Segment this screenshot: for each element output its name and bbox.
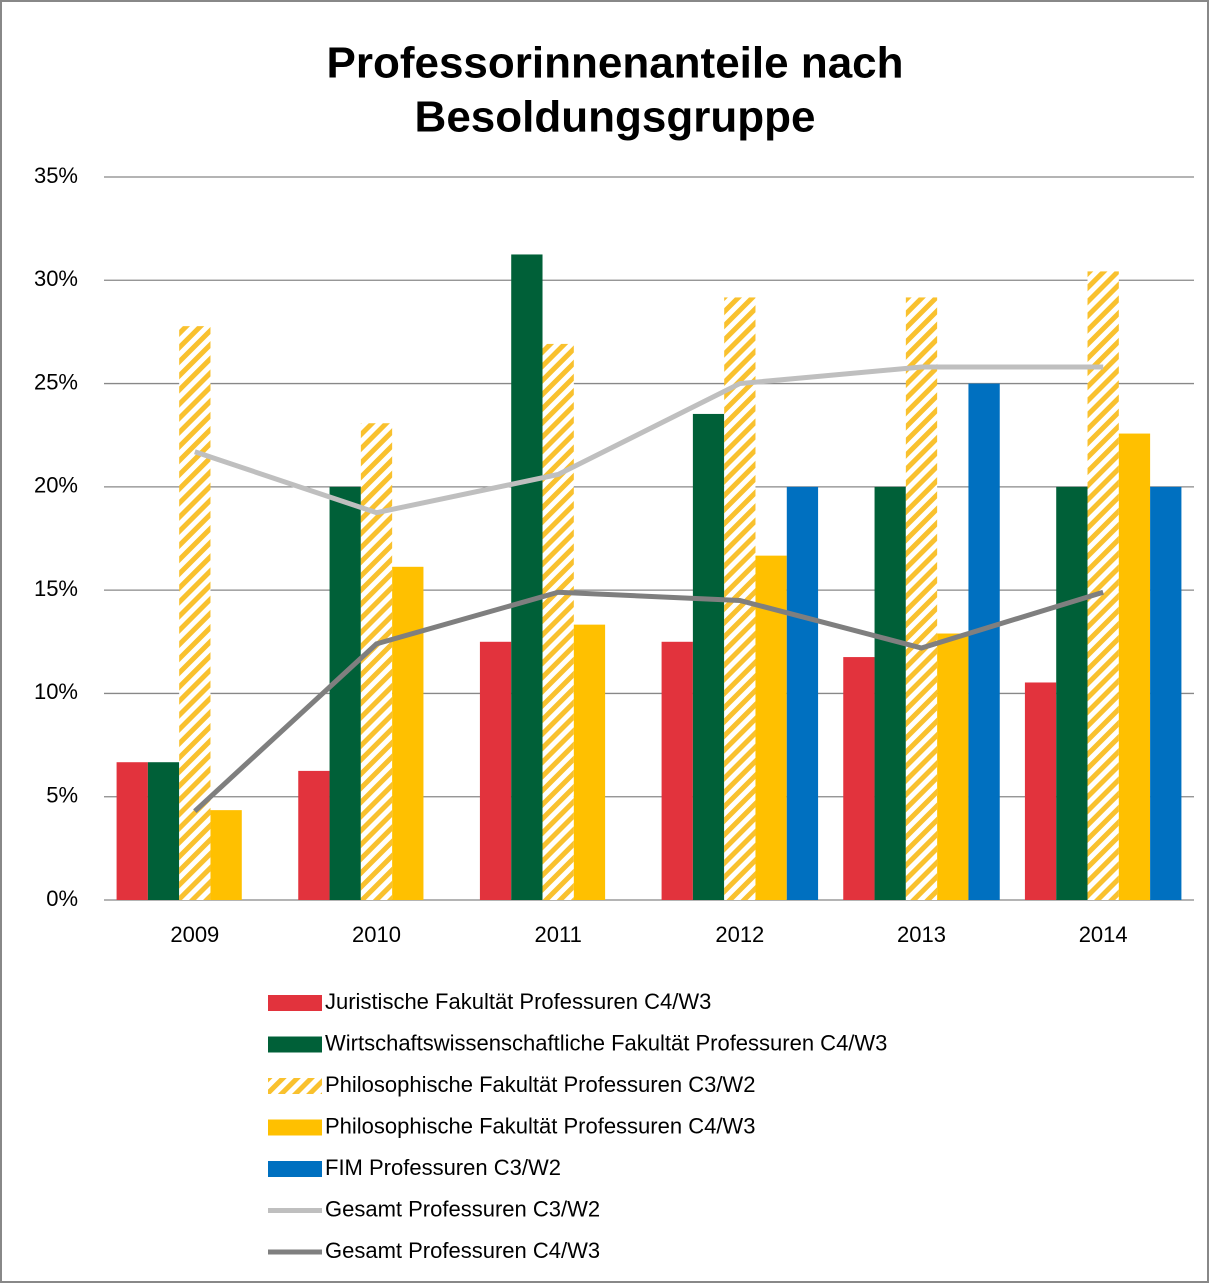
bar <box>1024 682 1057 900</box>
bar <box>661 641 693 900</box>
bar <box>968 383 1000 901</box>
legend-label: Juristische Fakultät Professuren C4/W3 <box>325 989 711 1014</box>
y-tick-label: 25% <box>34 369 78 394</box>
x-tick-label: 2012 <box>715 922 764 947</box>
y-tick-label: 30% <box>34 266 78 291</box>
legend-swatch <box>268 1119 322 1136</box>
bar <box>1150 486 1182 900</box>
bar <box>1118 433 1151 900</box>
legend-label: Philosophische Fakultät Professuren C4/W… <box>325 1113 755 1138</box>
y-tick-label: 5% <box>46 783 78 808</box>
chart-title: Professorinnenanteile nach <box>326 39 903 88</box>
bar <box>937 633 969 900</box>
legend-swatch <box>268 995 322 1011</box>
y-tick-label: 10% <box>34 679 78 704</box>
line <box>193 589 1104 814</box>
bar <box>843 657 875 900</box>
bar <box>874 486 906 900</box>
bar <box>298 770 330 900</box>
x-tick-label: 2009 <box>170 922 219 947</box>
bar <box>511 254 543 900</box>
x-tick-label: 2010 <box>352 922 401 947</box>
x-tick-label: 2014 <box>1079 922 1128 947</box>
y-tick-label: 15% <box>34 576 78 601</box>
bar <box>179 326 211 901</box>
legend-swatch <box>268 1161 322 1177</box>
x-tick-label: 2013 <box>897 922 946 947</box>
legend-label: Gesamt Professuren C4/W3 <box>325 1238 600 1263</box>
legend-label: FIM Professuren C3/W2 <box>325 1155 561 1180</box>
x-tick-label: 2011 <box>535 922 582 947</box>
bar <box>360 423 393 900</box>
bar <box>542 343 574 900</box>
y-tick-label: 35% <box>34 163 78 188</box>
bar <box>392 566 424 900</box>
legend-label: Wirtschaftswissenschaftliche Fakultät Pr… <box>325 1030 887 1055</box>
bar <box>692 413 725 900</box>
chart-title: Besoldungsgruppe <box>415 93 816 142</box>
bar <box>1087 271 1119 900</box>
legend-label: Philosophische Fakultät Professuren C3/W… <box>325 1072 755 1097</box>
bar <box>1056 486 1088 900</box>
bar <box>786 486 819 900</box>
legend-swatch <box>268 1036 322 1053</box>
bar <box>147 762 180 900</box>
legend-label: Gesamt Professuren C3/W2 <box>325 1196 600 1221</box>
bar <box>573 624 606 900</box>
y-tick-label: 20% <box>34 473 78 498</box>
legend-swatch <box>268 1078 322 1094</box>
bar <box>905 297 938 900</box>
bar <box>479 641 512 900</box>
line <box>194 364 1104 516</box>
bar <box>210 810 242 900</box>
y-tick-label: 0% <box>46 886 78 911</box>
bar <box>116 762 148 900</box>
bar <box>329 486 361 900</box>
